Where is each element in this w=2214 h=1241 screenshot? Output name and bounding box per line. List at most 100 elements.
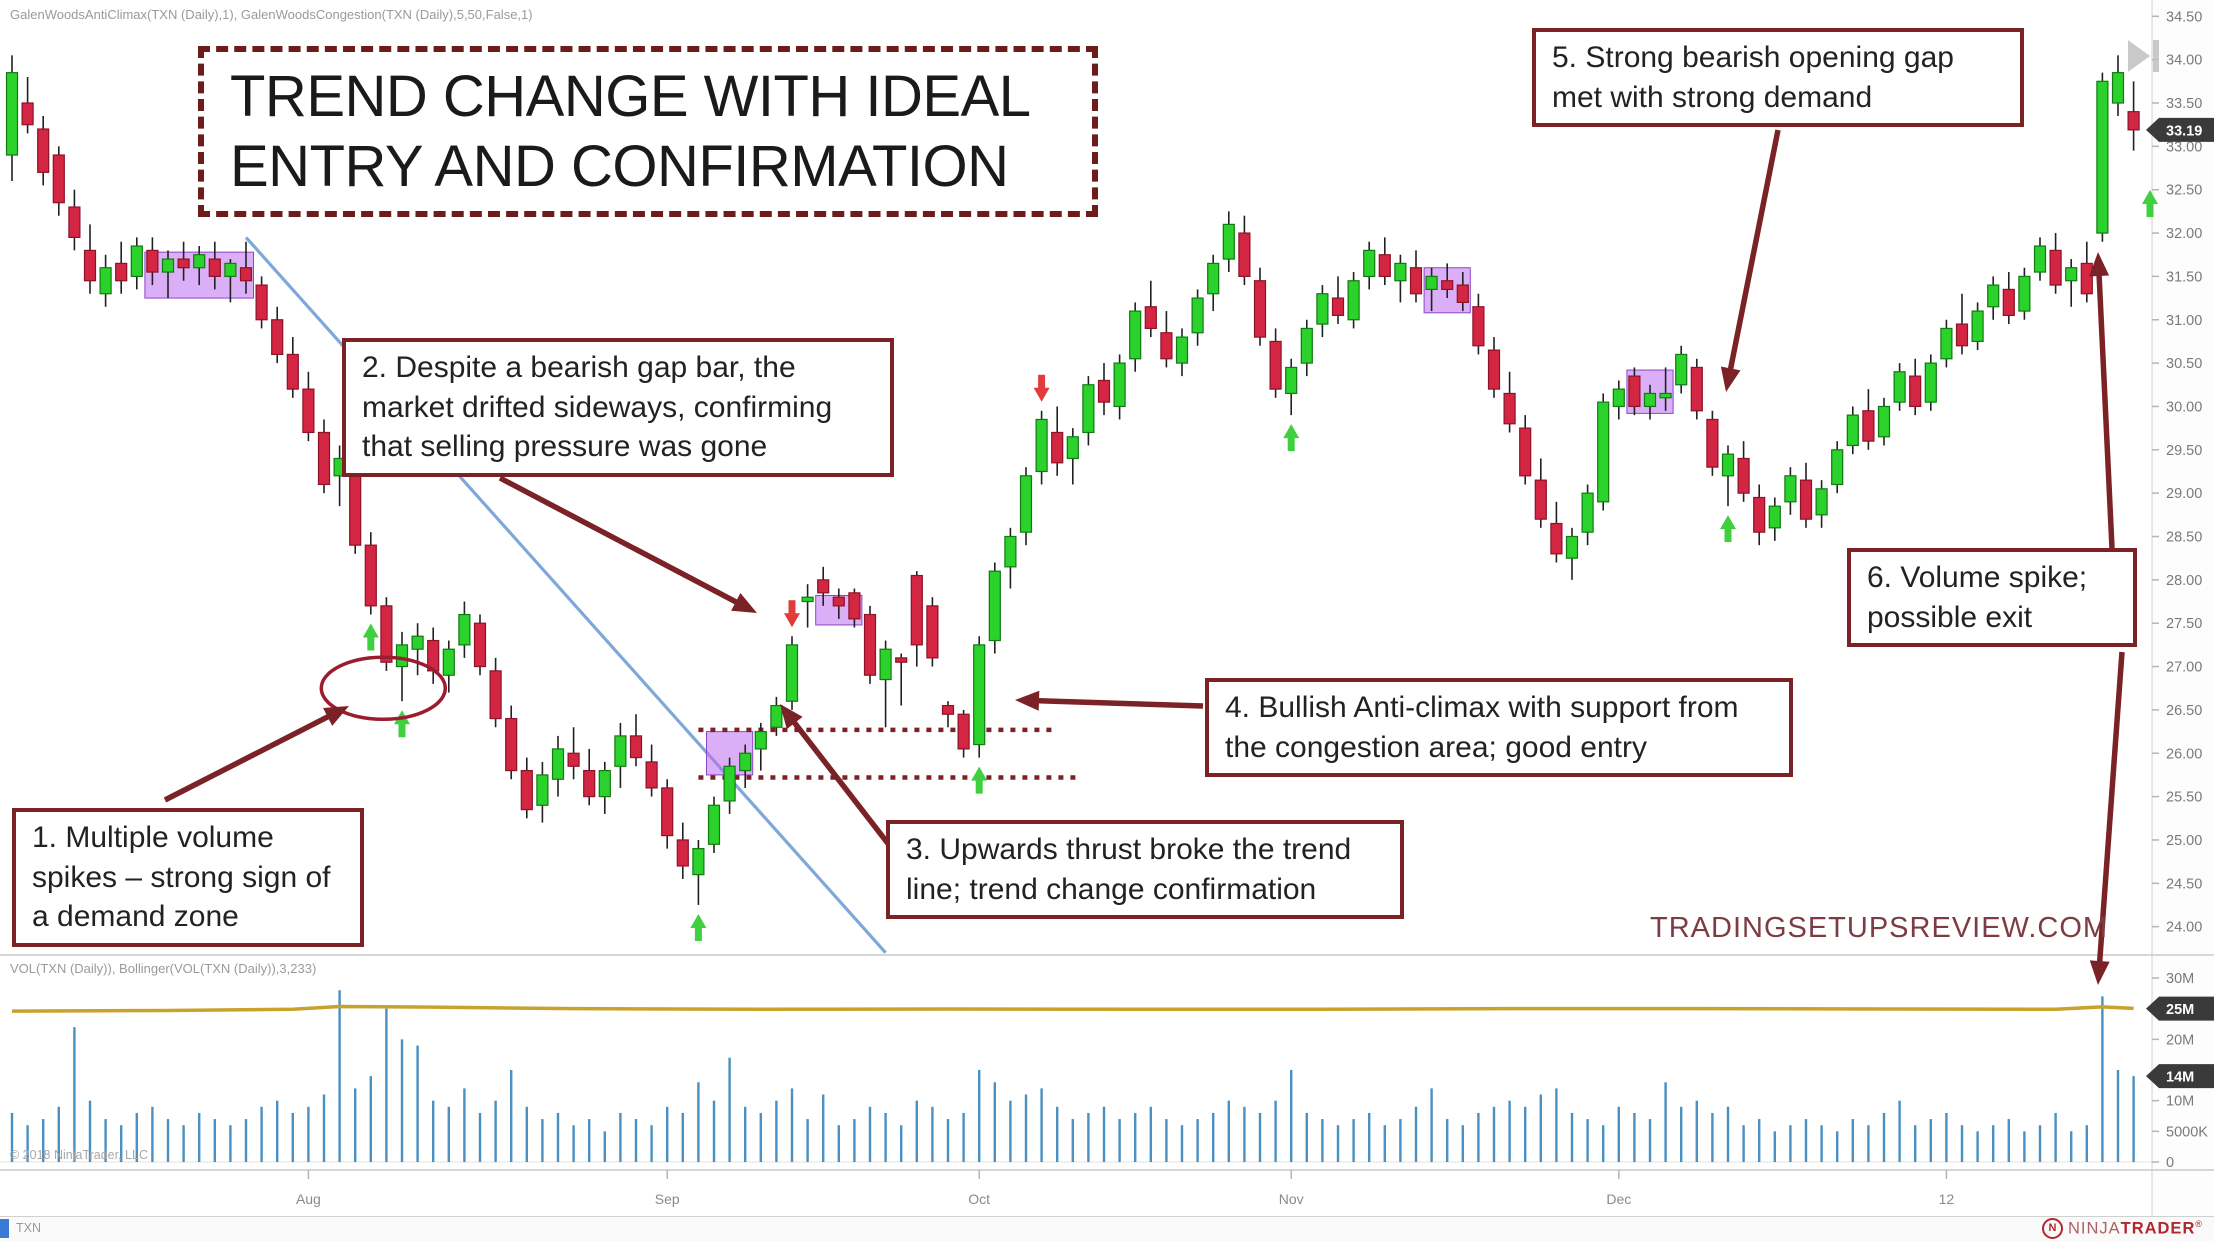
go-to-last-bar-icon-bar[interactable] bbox=[2153, 40, 2159, 72]
candle bbox=[1753, 496, 1766, 533]
price-tick-label: 27.50 bbox=[2166, 616, 2202, 632]
candle bbox=[489, 670, 502, 720]
candle bbox=[286, 353, 299, 390]
candle bbox=[255, 284, 268, 321]
candle bbox=[83, 249, 97, 282]
candle bbox=[380, 605, 393, 663]
candle bbox=[1472, 306, 1485, 347]
volume-band-badge bbox=[2146, 996, 2214, 1021]
candle bbox=[879, 648, 892, 681]
candle bbox=[988, 570, 1001, 642]
candle bbox=[1519, 427, 1532, 477]
annotation-arrow-line bbox=[163, 712, 333, 803]
candle bbox=[1909, 375, 1922, 408]
candle bbox=[1831, 449, 1844, 486]
candle bbox=[1300, 327, 1313, 364]
volume-panel-indicator-label: VOL(TXN (Daily)), Bollinger(VOL(TXN (Dai… bbox=[10, 961, 317, 976]
candle bbox=[1269, 340, 1282, 390]
candle bbox=[536, 774, 549, 806]
annotation-arrow-line bbox=[2096, 651, 2125, 966]
annotation-text-1: 1. Multiple volume spikes – strong sign … bbox=[32, 821, 331, 934]
candle bbox=[1160, 332, 1173, 360]
annotation-box-6: 6. Volume spike; possible exit bbox=[1847, 548, 2137, 648]
month-label: 12 bbox=[1939, 1191, 1955, 1207]
candle bbox=[1456, 284, 1469, 304]
volume-tick-label: 0 bbox=[2166, 1155, 2174, 1171]
candle bbox=[707, 804, 721, 845]
candle bbox=[1441, 280, 1454, 291]
annotation-arrow-head bbox=[1720, 366, 1741, 392]
candle bbox=[1066, 436, 1079, 460]
price-tick-label: 30.50 bbox=[2166, 356, 2202, 372]
symbol-tab[interactable]: TXN bbox=[16, 1221, 41, 1235]
candle bbox=[2111, 72, 2125, 104]
annotation-text-6: 6. Volume spike; possible exit bbox=[1867, 561, 2088, 634]
candle bbox=[1815, 488, 1828, 516]
candle bbox=[1019, 475, 1033, 533]
candle bbox=[2018, 275, 2031, 312]
candle bbox=[1534, 479, 1547, 520]
candle bbox=[1097, 379, 1111, 403]
price-tick-label: 29.00 bbox=[2166, 486, 2202, 502]
candle bbox=[1175, 336, 1189, 364]
candle bbox=[1737, 457, 1750, 494]
candle bbox=[832, 596, 845, 607]
ninjatrader-logo: N NINJATRADER® bbox=[2041, 1218, 2202, 1239]
price-tick-label: 31.00 bbox=[2166, 313, 2202, 329]
candle bbox=[1971, 310, 1984, 343]
signal-arrow-up bbox=[2142, 190, 2158, 217]
annotation-arrow-line bbox=[1034, 697, 1204, 709]
price-tick-label: 26.50 bbox=[2166, 703, 2202, 719]
price-tick-label: 33.50 bbox=[2166, 96, 2202, 112]
price-tick-label: 32.50 bbox=[2166, 183, 2202, 199]
candle bbox=[1394, 262, 1407, 282]
candle bbox=[1285, 366, 1298, 395]
candle bbox=[1363, 249, 1376, 277]
candle bbox=[567, 752, 580, 767]
go-to-last-bar-icon[interactable] bbox=[2128, 40, 2150, 72]
candle bbox=[1987, 284, 2000, 308]
annotation-arrow-head bbox=[780, 704, 803, 730]
candle bbox=[473, 622, 487, 668]
candle bbox=[52, 154, 65, 204]
annotation-arrow-head bbox=[323, 706, 349, 726]
candle bbox=[1628, 375, 1641, 408]
bottom-status-strip: TXN N NINJATRADER® bbox=[0, 1216, 2214, 1241]
candle bbox=[1222, 223, 1235, 260]
symbol-tab-marker bbox=[0, 1219, 9, 1238]
signal-arrow-up bbox=[362, 623, 379, 651]
candle bbox=[1643, 392, 1657, 408]
candle bbox=[2080, 262, 2093, 295]
signal-arrow-up bbox=[1720, 515, 1736, 543]
candle bbox=[1690, 366, 1703, 412]
candle bbox=[1675, 353, 1688, 386]
price-badge-label: 33.19 bbox=[2166, 123, 2202, 139]
annotation-arrow-head bbox=[2089, 252, 2110, 277]
annotation-arrow-line bbox=[2096, 271, 2115, 549]
candle bbox=[1253, 280, 1267, 338]
candle bbox=[146, 249, 159, 273]
annotation-box-4: 4. Bullish Anti-climax with support from… bbox=[1205, 678, 1793, 778]
candle bbox=[21, 102, 34, 126]
ninjatrader-icon: N bbox=[2041, 1218, 2063, 1239]
copyright-label: © 2018 NinjaTrader, LLC bbox=[10, 1148, 148, 1162]
candle bbox=[614, 735, 627, 767]
candle bbox=[863, 613, 877, 676]
candle bbox=[349, 466, 362, 546]
price-tick-label: 29.50 bbox=[2166, 443, 2202, 459]
candle bbox=[1051, 431, 1064, 464]
annotation-text-3: 3. Upwards thrust broke the trend line; … bbox=[906, 833, 1352, 906]
candle bbox=[1706, 418, 1719, 468]
chart-title-line2: ENTRY AND CONFIRMATION bbox=[230, 133, 1009, 199]
candle bbox=[1799, 479, 1813, 520]
candle bbox=[239, 267, 253, 282]
candle bbox=[1862, 410, 1875, 442]
annotation-arrow-head bbox=[1015, 690, 1040, 711]
candle bbox=[1877, 405, 1891, 438]
candle bbox=[115, 262, 128, 282]
price-tick-label: 32.00 bbox=[2166, 226, 2202, 242]
candle bbox=[177, 258, 190, 269]
annotation-arrow-line bbox=[1727, 129, 1781, 373]
price-tick-label: 26.00 bbox=[2166, 746, 2202, 762]
